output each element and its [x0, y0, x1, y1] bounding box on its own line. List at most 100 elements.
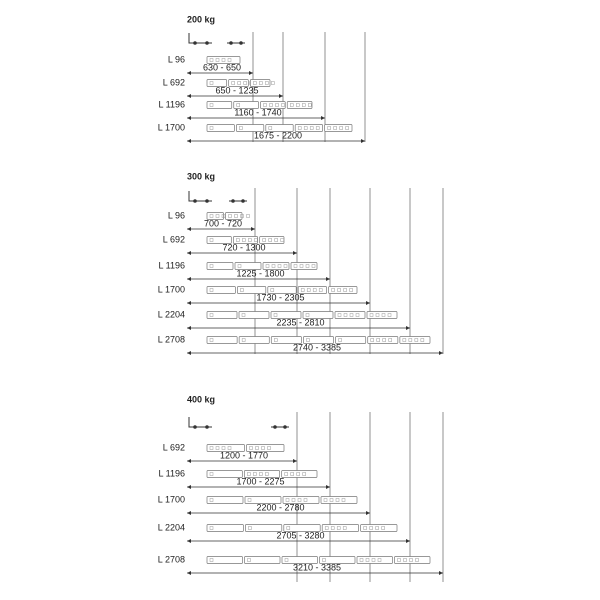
- slide-hole: [274, 338, 278, 342]
- row-label: L 1700: [158, 284, 185, 294]
- slide-hole: [327, 126, 331, 130]
- slide-hole: [209, 214, 214, 218]
- slide-hole: [285, 498, 290, 502]
- range-text: 1160 - 1740: [234, 107, 281, 117]
- row-label: L 1196: [158, 468, 185, 478]
- slide-segment: [206, 524, 244, 532]
- slide-hole: [237, 264, 242, 268]
- slide-hole: [291, 498, 296, 502]
- slide-hole: [265, 472, 269, 476]
- slide-hole: [247, 472, 251, 476]
- slide-hole: [336, 526, 341, 530]
- range-text: 2200 - 2780: [256, 502, 304, 512]
- slide-hole: [338, 338, 342, 342]
- slide-segment: [294, 124, 323, 132]
- slide-hole: [274, 238, 278, 242]
- slide-hole: [369, 313, 374, 317]
- slide-hole: [315, 126, 320, 130]
- slide-hole: [337, 288, 341, 292]
- slide-hole: [209, 338, 214, 342]
- slide-segment: [206, 336, 238, 344]
- slide-hole: [209, 103, 214, 107]
- slide-hole: [269, 103, 273, 107]
- slide-hole: [286, 526, 291, 530]
- slide-hole: [343, 313, 348, 317]
- slide-hole: [377, 558, 382, 562]
- slide-hole: [375, 313, 380, 317]
- slide-hole: [209, 238, 214, 242]
- slide-hole: [240, 214, 244, 218]
- row-label: L 2708: [158, 334, 185, 344]
- slide-hole: [221, 446, 226, 450]
- slide-hole: [237, 81, 241, 85]
- slide-hole: [363, 526, 367, 530]
- slide-hole: [349, 313, 354, 317]
- slide-hole: [271, 264, 276, 268]
- slide-hole: [236, 103, 240, 107]
- row-label: L 692: [163, 77, 185, 87]
- row-label: L 692: [163, 442, 185, 452]
- slide-hole: [371, 558, 376, 562]
- slide-segment: [237, 286, 267, 294]
- slide-segment: [245, 524, 283, 532]
- slide-hole: [370, 338, 374, 342]
- slide-hole: [209, 81, 214, 85]
- slide-hole: [312, 288, 317, 292]
- slide-segment: [206, 286, 236, 294]
- slide-segment: [238, 311, 270, 319]
- slide-hole: [248, 526, 252, 530]
- slide-hole: [414, 338, 419, 342]
- slide-hole: [209, 288, 214, 292]
- slide-segment: [265, 124, 294, 132]
- slide-hole: [221, 214, 226, 218]
- row-label: L 692: [163, 234, 185, 244]
- slide-hole: [261, 446, 265, 450]
- slide-hole: [242, 238, 246, 242]
- slide-hole: [271, 81, 275, 85]
- slide-segment: [270, 311, 302, 319]
- slide-hole: [275, 103, 279, 107]
- slide-hole: [209, 446, 214, 450]
- slide-hole: [349, 288, 353, 292]
- range-text: 650 - 1235: [215, 85, 258, 95]
- slide-hole: [231, 81, 235, 85]
- slide-hole: [382, 338, 386, 342]
- slide-hole: [268, 126, 273, 130]
- pivot-dot: [193, 425, 197, 429]
- range-text: 700 - 720: [204, 218, 242, 228]
- slide-hole: [249, 446, 253, 450]
- slide-segment: [335, 336, 367, 344]
- slide-segment: [324, 124, 353, 132]
- slide-hole: [300, 288, 305, 292]
- slide-hole: [323, 498, 328, 502]
- slide-hole: [247, 498, 252, 502]
- slide-hole: [306, 338, 310, 342]
- slide-segment: [302, 311, 334, 319]
- slide-hole: [290, 472, 294, 476]
- range-text: 720 - 1300: [222, 242, 265, 252]
- range-text: 2705 - 3280: [276, 530, 324, 540]
- slide-hole: [408, 338, 413, 342]
- slide-hole: [247, 558, 251, 562]
- slide-hole: [254, 238, 258, 242]
- slide-hole: [273, 313, 278, 317]
- slide-hole: [375, 526, 379, 530]
- slide-segment: [206, 311, 238, 319]
- row-label: L 2708: [158, 554, 185, 564]
- slide-hole: [305, 264, 310, 268]
- slide-hole: [262, 238, 266, 242]
- row-label: L 1196: [158, 99, 185, 109]
- slide-segment: [319, 556, 356, 564]
- section-title: 200 kg: [187, 14, 215, 24]
- slide-hole: [345, 126, 349, 130]
- slide-hole: [228, 214, 232, 218]
- slide-hole: [299, 264, 304, 268]
- slide-hole: [403, 558, 407, 562]
- slide-segment: [206, 556, 243, 564]
- slide-hole: [209, 264, 214, 268]
- slide-hole: [339, 126, 343, 130]
- slide-segment: [283, 524, 321, 532]
- bracket-icon: [188, 417, 212, 428]
- slide-hole: [265, 264, 270, 268]
